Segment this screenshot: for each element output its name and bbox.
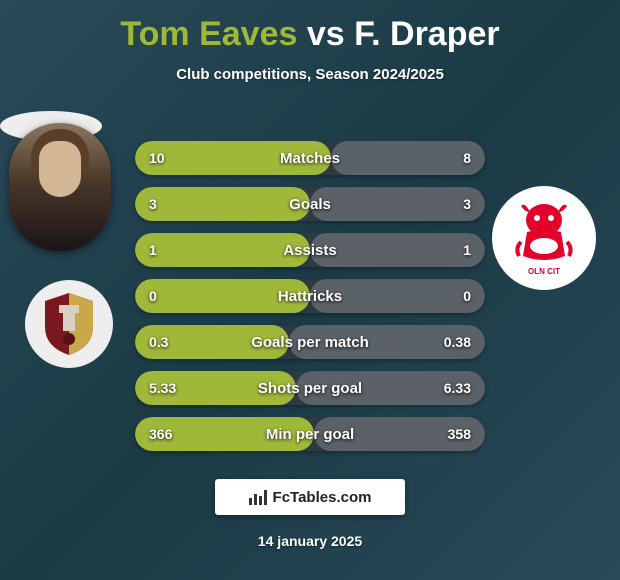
stat-label: Hattricks [278,288,342,305]
player2-club-badge: OLN CIT [492,186,596,290]
stats-container: 10 Matches 8 3 Goals 3 1 Assists 1 0 Hat… [135,141,485,451]
shield-icon [41,291,97,357]
stat-row-shots-per-goal: 5.33 Shots per goal 6.33 [135,371,485,405]
imp-icon: OLN CIT [509,198,579,278]
stat-value-left: 1 [149,242,157,258]
footer-date: 14 january 2025 [0,533,620,549]
stat-value-left: 3 [149,196,157,212]
stat-row-matches: 10 Matches 8 [135,141,485,175]
stat-label: Min per goal [266,426,354,443]
player1-name: Tom Eaves [120,15,297,53]
player1-photo [9,123,111,251]
vs-text: vs [307,15,345,53]
stat-value-left: 0 [149,288,157,304]
stat-value-right: 8 [463,150,471,166]
stat-row-assists: 1 Assists 1 [135,233,485,267]
comparison-card: Tom Eaves vs F. Draper Club competitions… [0,0,620,580]
stat-label: Goals [289,196,331,213]
brand-badge[interactable]: FcTables.com [215,479,405,515]
stat-value-right: 0.38 [444,334,471,350]
stat-value-right: 3 [463,196,471,212]
stat-label: Shots per goal [258,380,362,397]
stat-value-right: 1 [463,242,471,258]
stat-row-min-per-goal: 366 Min per goal 358 [135,417,485,451]
chart-icon [249,489,267,505]
stat-value-right: 6.33 [444,380,471,396]
stat-value-left: 10 [149,150,165,166]
stat-value-left: 366 [149,426,172,442]
stat-value-right: 0 [463,288,471,304]
stat-value-left: 0.3 [149,334,168,350]
stat-value-right: 358 [448,426,471,442]
stat-label: Goals per match [251,334,369,351]
stat-label: Matches [280,150,340,167]
brand-text: FcTables.com [273,489,372,506]
stat-value-left: 5.33 [149,380,176,396]
svg-text:OLN CIT: OLN CIT [528,267,560,276]
stat-row-goals: 3 Goals 3 [135,187,485,221]
stat-label: Assists [283,242,336,259]
page-title: Tom Eaves vs F. Draper [0,15,620,54]
stat-row-hattricks: 0 Hattricks 0 [135,279,485,313]
stat-row-goals-per-match: 0.3 Goals per match 0.38 [135,325,485,359]
subtitle: Club competitions, Season 2024/2025 [0,66,620,83]
player2-name: F. Draper [354,15,500,53]
player1-club-badge [25,280,113,368]
